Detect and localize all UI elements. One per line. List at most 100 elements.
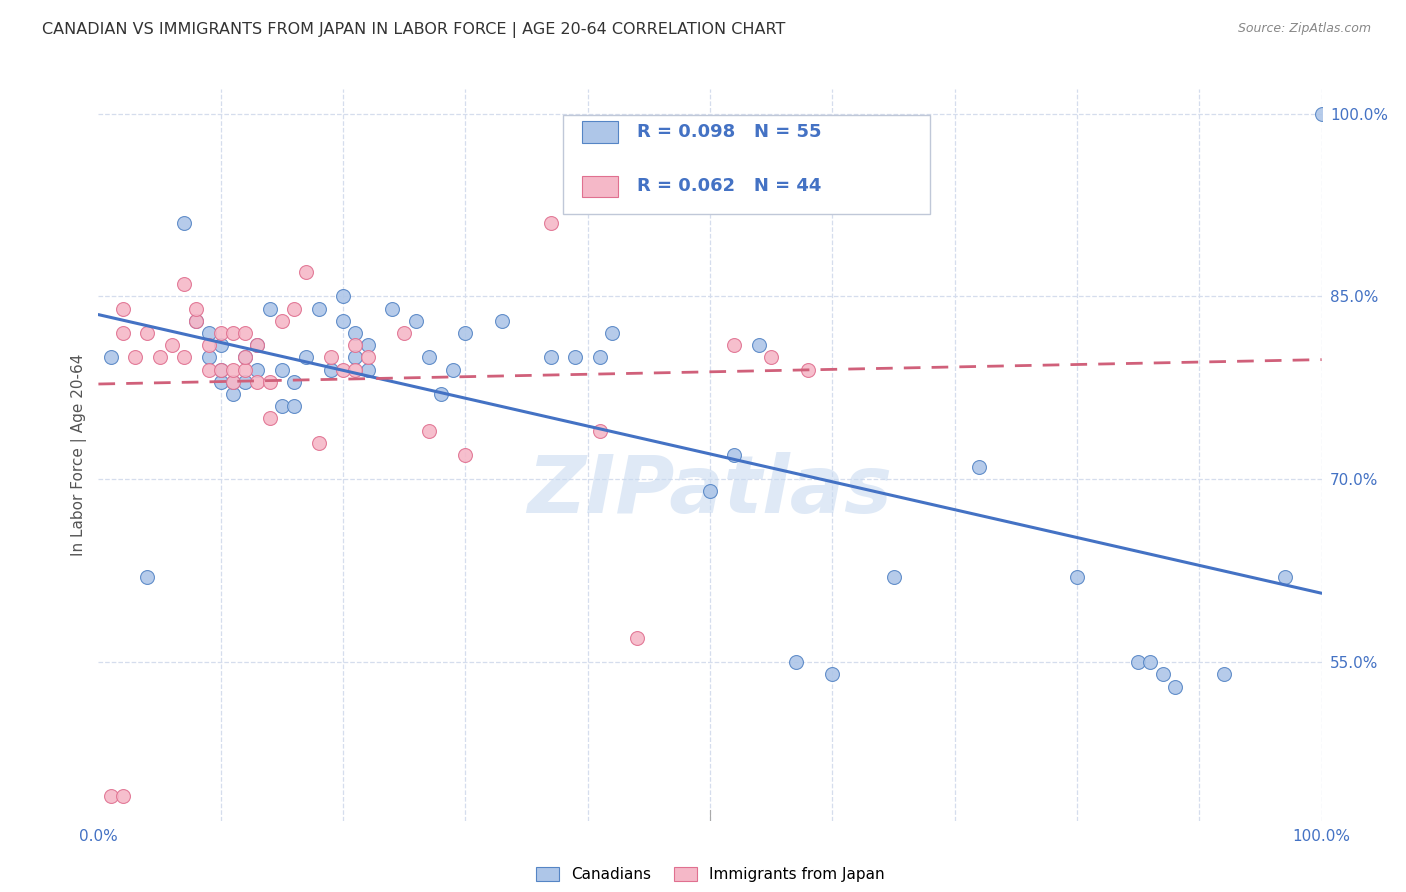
Point (222, 375, 245, 389)
Point (748, 338, 770, 352)
Point (1212, 667, 1234, 681)
Point (246, 362, 269, 376)
Point (589, 424, 612, 438)
Point (1310, 106, 1333, 120)
Point (1066, 570, 1088, 584)
FancyBboxPatch shape (582, 176, 619, 197)
Point (491, 314, 513, 328)
Point (441, 362, 464, 376)
Point (821, 667, 844, 681)
Point (392, 326, 416, 340)
Point (246, 375, 269, 389)
Point (100, 789, 122, 804)
Point (186, 314, 208, 328)
Legend: Canadians, Immigrants from Japan: Canadians, Immigrants from Japan (536, 867, 884, 882)
Point (1274, 570, 1296, 584)
Point (319, 351, 342, 365)
Point (222, 387, 245, 401)
FancyBboxPatch shape (564, 115, 931, 213)
Point (332, 362, 354, 376)
Point (723, 338, 745, 352)
Point (967, 460, 990, 475)
Point (209, 362, 232, 376)
Point (246, 338, 269, 352)
FancyBboxPatch shape (582, 120, 619, 143)
Point (186, 301, 208, 316)
Point (233, 362, 256, 376)
Point (160, 338, 183, 352)
Text: CANADIAN VS IMMIGRANTS FROM JAPAN IN LABOR FORCE | AGE 20-64 CORRELATION CHART: CANADIAN VS IMMIGRANTS FROM JAPAN IN LAB… (42, 22, 786, 38)
Point (319, 362, 342, 376)
Point (883, 570, 905, 584)
Point (564, 351, 586, 365)
Point (100, 351, 122, 365)
Point (283, 399, 305, 413)
Text: R = 0.098   N = 55: R = 0.098 N = 55 (637, 122, 821, 141)
Point (149, 351, 172, 365)
Point (785, 655, 807, 669)
Point (600, 326, 623, 340)
Point (344, 351, 367, 365)
Point (1128, 655, 1150, 669)
Point (283, 301, 305, 316)
Point (540, 351, 562, 365)
Point (136, 570, 159, 584)
Point (381, 301, 404, 316)
Point (626, 631, 648, 645)
Y-axis label: In Labor Force | Age 20-64: In Labor Force | Age 20-64 (72, 354, 87, 556)
Text: Source: ZipAtlas.com: Source: ZipAtlas.com (1237, 22, 1371, 36)
Point (1152, 667, 1174, 681)
Point (270, 399, 294, 413)
Point (233, 326, 256, 340)
Point (723, 448, 745, 462)
Point (197, 362, 219, 376)
Point (233, 351, 256, 365)
Point (540, 216, 562, 230)
Point (295, 351, 318, 365)
Point (344, 338, 367, 352)
Point (222, 375, 245, 389)
Point (356, 351, 378, 365)
Point (136, 326, 159, 340)
Point (405, 314, 427, 328)
Point (589, 351, 612, 365)
Point (197, 351, 219, 365)
Point (1164, 680, 1187, 694)
Point (270, 314, 294, 328)
Point (332, 289, 354, 303)
Point (173, 216, 195, 230)
Point (270, 362, 294, 376)
Point (295, 265, 318, 279)
Point (246, 338, 269, 352)
Point (761, 351, 783, 365)
Point (111, 326, 134, 340)
Point (454, 448, 477, 462)
Point (356, 338, 378, 352)
Point (111, 301, 134, 316)
Point (344, 362, 367, 376)
Point (1139, 655, 1161, 669)
Point (699, 484, 721, 499)
Point (209, 362, 232, 376)
Point (797, 362, 820, 376)
Point (173, 351, 195, 365)
Point (186, 314, 208, 328)
Point (259, 375, 281, 389)
Point (197, 338, 219, 352)
Point (259, 301, 281, 316)
Point (233, 375, 256, 389)
Point (418, 424, 440, 438)
Point (259, 411, 281, 425)
Text: R = 0.062   N = 44: R = 0.062 N = 44 (637, 178, 821, 195)
Point (209, 326, 232, 340)
Point (356, 362, 378, 376)
Point (209, 375, 232, 389)
Point (332, 314, 354, 328)
Point (308, 301, 330, 316)
Point (418, 351, 440, 365)
Point (222, 326, 245, 340)
Point (233, 351, 256, 365)
Point (209, 338, 232, 352)
Point (344, 326, 367, 340)
Point (454, 326, 477, 340)
